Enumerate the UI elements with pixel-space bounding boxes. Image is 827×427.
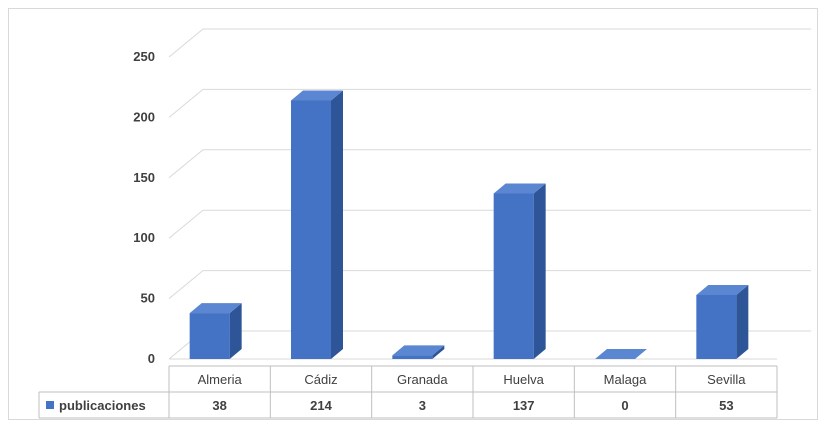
- bar-front: [291, 100, 331, 359]
- x-tick-label: Huelva: [503, 372, 544, 387]
- bar-top: [392, 345, 445, 356]
- gridline-diagonal: [168, 270, 204, 299]
- data-label: 137: [513, 398, 535, 413]
- y-tick-label: 200: [133, 109, 155, 124]
- bar-top: [493, 183, 546, 194]
- bars: [189, 90, 749, 359]
- bar-top: [595, 349, 647, 359]
- bar-granada: [392, 345, 445, 359]
- data-label: 38: [212, 398, 226, 413]
- bar-malaga: [595, 349, 647, 359]
- x-tick-label: Granada: [397, 372, 448, 387]
- bar-side: [736, 284, 749, 359]
- bar-huelva: [493, 183, 546, 359]
- gridline-diagonal: [168, 28, 204, 58]
- bar-almeria: [189, 303, 242, 359]
- bar-front: [189, 313, 230, 359]
- bar-side: [432, 345, 445, 359]
- bar-front: [392, 355, 433, 359]
- bar-front: [493, 193, 534, 359]
- data-label: 53: [719, 398, 733, 413]
- x-tick-label: Almeria: [198, 372, 243, 387]
- x-tick-label: Malaga: [604, 372, 647, 387]
- bar-cádiz: [291, 90, 343, 359]
- bar-top: [696, 284, 749, 295]
- bar-top: [291, 90, 343, 101]
- chart-frame: 0 50 100 150 200 250 Almeria 38 Cádiz 214 Granada…: [8, 8, 818, 420]
- x-tick-label: Cádiz: [304, 372, 337, 387]
- gridline-diagonal: [168, 89, 204, 118]
- legend-label: publicaciones: [59, 398, 146, 413]
- data-label: 0: [621, 398, 628, 413]
- data-label: 214: [310, 398, 332, 413]
- y-tick-label: 100: [133, 230, 155, 245]
- y-tick-label: 150: [133, 170, 155, 185]
- data-label: 3: [419, 398, 426, 413]
- y-tick-label: 250: [133, 49, 155, 64]
- y-tick-label: 50: [141, 291, 155, 306]
- data-table: Almeria 38 Cádiz 214 Granada 3 Huelva 137 Malaga…: [38, 365, 778, 419]
- bar-side: [229, 303, 242, 359]
- bar-side: [533, 183, 546, 359]
- gridline-diagonal: [168, 149, 204, 179]
- x-tick-label: Sevilla: [707, 372, 746, 387]
- bar-side: [331, 90, 343, 359]
- bar-front: [696, 294, 737, 359]
- bar-sevilla: [696, 284, 749, 359]
- bar-top: [189, 303, 242, 314]
- legend-swatch: [46, 401, 54, 409]
- chart-canvas: 0 50 100 150 200 250 Almeria 38 Cádiz 214 Granada…: [38, 28, 811, 419]
- gridline-diagonal: [168, 209, 204, 239]
- y-axis-ticks: 0 50 100 150 200 250: [133, 49, 155, 366]
- y-tick-label: 0: [148, 351, 155, 366]
